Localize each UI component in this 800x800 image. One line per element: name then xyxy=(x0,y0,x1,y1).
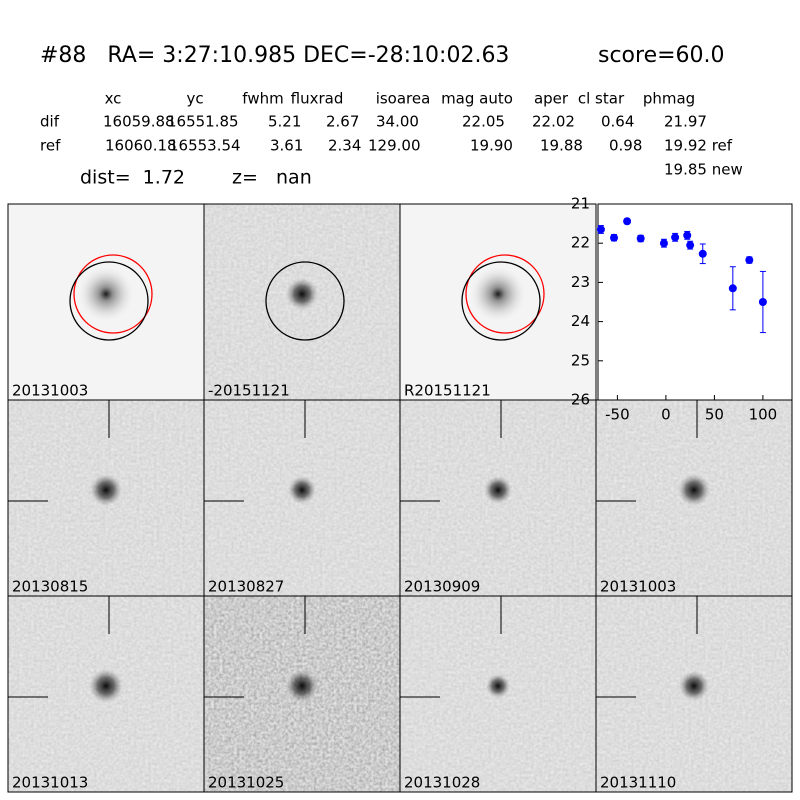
column-header: aper xyxy=(534,90,569,108)
image-panel: 20131028 xyxy=(399,595,597,793)
point xyxy=(623,217,632,226)
point xyxy=(671,233,680,242)
source xyxy=(486,674,510,698)
point xyxy=(728,284,737,293)
column-header: xc xyxy=(105,90,122,108)
source xyxy=(286,670,318,702)
point xyxy=(659,239,668,248)
source xyxy=(470,266,526,322)
table-cell: 129.00 xyxy=(368,137,421,155)
panel-label: R20151121 xyxy=(404,382,491,400)
panel-label: -20151121 xyxy=(208,382,290,400)
source xyxy=(90,474,122,506)
image-panel: 20131003 xyxy=(7,203,205,401)
point xyxy=(596,225,605,234)
image-panel: -20151121 xyxy=(203,203,401,401)
extra: 19.85 new xyxy=(664,161,743,179)
column-header: yc xyxy=(186,90,203,108)
image-panel: 20130815 xyxy=(7,399,205,597)
point xyxy=(683,231,692,240)
x-tick-label: 50 xyxy=(705,406,724,424)
point xyxy=(610,233,619,242)
source xyxy=(89,669,123,703)
source xyxy=(484,476,512,504)
panel-label: 20130815 xyxy=(12,578,88,596)
table-cell: 16553.54 xyxy=(169,137,241,155)
image-panel: 20130827 xyxy=(203,399,401,597)
image-panel: 20131025 xyxy=(203,595,401,793)
y-tick-label: 22 xyxy=(571,234,590,252)
table-cell: 21.97 xyxy=(664,113,707,131)
table-cell: 2.67 xyxy=(326,113,359,131)
table-cell: 19.92 ref xyxy=(664,137,733,155)
redshift: z= nan xyxy=(232,167,312,189)
source xyxy=(678,474,710,506)
table-cell: 34.00 xyxy=(376,113,419,131)
aperture xyxy=(69,261,149,341)
panel-label: 20131028 xyxy=(404,774,480,792)
source xyxy=(679,671,709,701)
x-tick-label: -50 xyxy=(605,406,630,424)
point xyxy=(758,298,767,306)
y-tick-label: 24 xyxy=(571,312,590,330)
table-cell: 22.02 xyxy=(532,113,575,131)
panel-label: 20131003 xyxy=(600,578,676,596)
panel-label: 20130909 xyxy=(404,578,480,596)
table-cell: 3.61 xyxy=(270,137,303,155)
column-header: phmag xyxy=(643,90,695,108)
aperture xyxy=(465,254,545,334)
table-cell: 16551.85 xyxy=(167,113,239,131)
column-header: fwhm xyxy=(242,90,283,108)
aperture xyxy=(73,254,153,334)
table-cell: dif xyxy=(40,113,60,131)
source xyxy=(78,266,134,322)
column-header: mag auto xyxy=(441,90,513,108)
panel-label: 20131110 xyxy=(600,774,676,792)
image-panel: 20131110 xyxy=(595,595,793,793)
image-panel: R20151121 xyxy=(399,203,597,401)
point xyxy=(686,241,695,250)
column-header: isoarea xyxy=(376,90,431,108)
panel-frame xyxy=(595,595,793,793)
image-panel: 20131013 xyxy=(7,595,205,793)
column-header: cl star xyxy=(578,90,625,108)
source xyxy=(288,476,316,504)
y-tick-label: 26 xyxy=(571,391,590,409)
table-cell: 0.64 xyxy=(601,113,634,131)
score: score=60.0 xyxy=(598,43,725,68)
panel-label: 20131025 xyxy=(208,774,284,792)
panel-label: 20131013 xyxy=(12,774,88,792)
image-panel: 20130909 xyxy=(399,399,597,597)
y-tick-label: 25 xyxy=(571,351,590,369)
title: #88 RA= 3:27:10.985 DEC=-28:10:02.63 xyxy=(40,43,509,68)
image-panel: 20131003 xyxy=(595,399,793,597)
column-header: fluxrad xyxy=(291,90,344,108)
table-cell: 0.98 xyxy=(609,137,642,155)
table-cell: 16060.18 xyxy=(105,137,177,155)
table-cell: 22.05 xyxy=(462,113,505,131)
table-cell: 19.90 xyxy=(470,137,513,155)
table-cell: 16059.88 xyxy=(103,113,175,131)
y-tick-label: 21 xyxy=(571,195,590,213)
point xyxy=(745,256,754,265)
aperture xyxy=(461,261,541,341)
x-tick-label: 0 xyxy=(661,406,671,424)
y-tick-label: 23 xyxy=(571,273,590,291)
table-cell: 5.21 xyxy=(268,113,301,131)
aperture xyxy=(265,261,345,341)
table-cell: 19.88 xyxy=(540,137,583,155)
point xyxy=(636,234,645,243)
table-cell: 2.34 xyxy=(328,137,361,155)
panel-label: 20130827 xyxy=(208,578,284,596)
source xyxy=(286,278,318,310)
point xyxy=(698,249,707,258)
table-cell: ref xyxy=(40,137,61,155)
dist: dist= 1.72 xyxy=(80,167,185,189)
panel-label: 20131003 xyxy=(12,382,88,400)
x-tick-label: 100 xyxy=(749,406,778,424)
